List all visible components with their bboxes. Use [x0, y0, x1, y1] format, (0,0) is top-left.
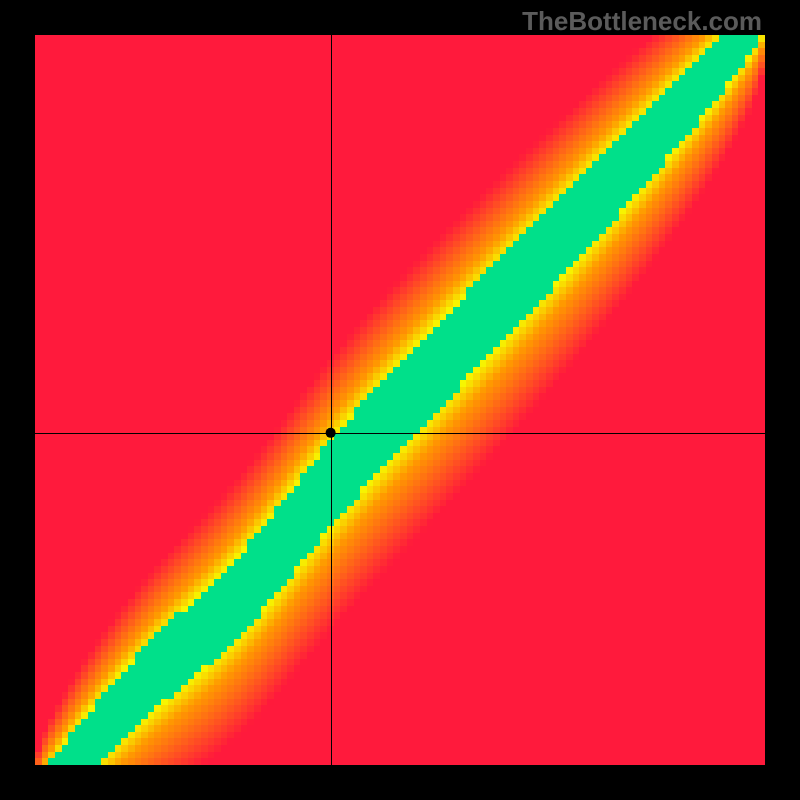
bottleneck-heatmap [35, 35, 765, 765]
watermark-text: TheBottleneck.com [522, 6, 762, 37]
